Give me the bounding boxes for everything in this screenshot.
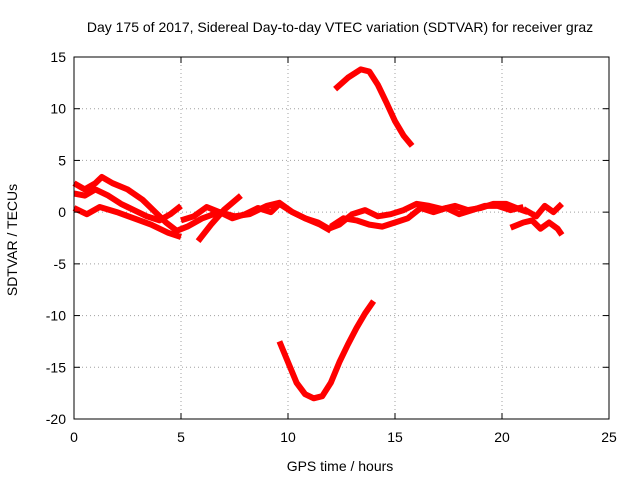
- y-tick-label: 15: [50, 49, 66, 65]
- y-tick-label: 10: [50, 101, 66, 117]
- x-tick-label: 10: [280, 429, 296, 445]
- series-line-track-i: [521, 201, 564, 220]
- x-tick-label: 25: [601, 429, 617, 445]
- y-tick-label: -15: [46, 359, 66, 375]
- y-tick-label: -5: [54, 256, 67, 272]
- x-axis-label: GPS time / hours: [287, 458, 394, 474]
- series-line-track-c: [72, 204, 182, 240]
- y-tick-label: -10: [46, 308, 66, 324]
- series-line-track-k: [276, 299, 377, 402]
- series-line-track-h: [509, 217, 565, 237]
- y-tick-label: -20: [46, 411, 66, 427]
- chart-title: Day 175 of 2017, Sidereal Day-to-day VTE…: [87, 19, 593, 35]
- axis-ticks: 0 5 10 15 20 25 -20 -15 -10 -5 0 5 10 15: [46, 49, 617, 445]
- x-tick-label: 0: [70, 429, 78, 445]
- y-axis-label: SDTVAR / TECUs: [4, 184, 20, 296]
- series-line-track-b: [73, 186, 183, 224]
- x-tick-label: 15: [387, 429, 403, 445]
- y-tick-label: 5: [58, 152, 66, 168]
- series-line-track-g: [329, 202, 525, 230]
- series-line-track-j: [333, 66, 415, 148]
- x-tick-label: 5: [177, 429, 185, 445]
- plot-frame: [73, 56, 610, 420]
- series-line-track-a: [72, 174, 333, 234]
- y-tick-label: 0: [58, 204, 66, 220]
- series-group: [72, 66, 565, 402]
- series-line-track-e: [180, 201, 282, 224]
- series-line-track-d: [195, 193, 243, 243]
- x-tick-label: 20: [494, 429, 510, 445]
